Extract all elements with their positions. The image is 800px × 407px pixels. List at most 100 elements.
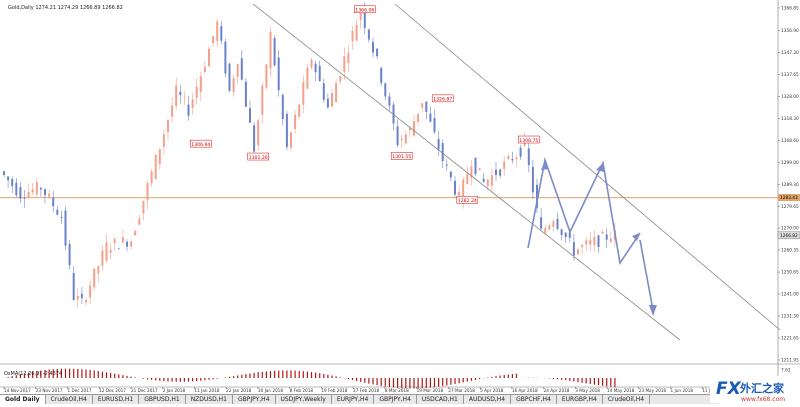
time-axis-tick: 27 Mar 2018	[448, 388, 475, 393]
price-label-text: 1366.06	[355, 8, 374, 14]
chart-tab[interactable]: GBPJPY,H4	[233, 395, 276, 404]
candle-body	[39, 187, 42, 190]
channel-upper-line[interactable]	[394, 3, 781, 331]
price-axis-tick: 1366.85	[781, 6, 799, 12]
chart-tab[interactable]: GBPCHF,H4	[511, 395, 557, 404]
candle-body	[89, 285, 92, 298]
candle-body	[93, 268, 96, 288]
candle-body	[162, 134, 165, 148]
candle-body	[113, 238, 116, 243]
candle-body	[363, 8, 366, 28]
candle-body	[507, 156, 510, 159]
candle-body	[326, 98, 329, 108]
fx68-logo: FX 外汇之家 www.fx68.com	[710, 376, 800, 403]
candle-body	[466, 174, 469, 184]
candle-body	[269, 31, 272, 69]
level-price-tag: 1283.43	[778, 194, 800, 201]
candle-body	[499, 169, 502, 176]
candle-body	[154, 154, 157, 179]
candle-body	[7, 176, 10, 181]
price-label[interactable]: 1308.75	[518, 135, 540, 144]
price-label[interactable]: 1301.26	[247, 152, 269, 161]
projection-arrow[interactable]	[639, 239, 654, 311]
chart-tab[interactable]: GBPUSD,H1	[139, 395, 186, 404]
chart-tab[interactable]: AUDUSD,H4	[464, 395, 512, 404]
price-label-text: 1306.94	[191, 142, 210, 148]
candle-body	[417, 113, 420, 122]
price-label[interactable]: 1326.87	[431, 94, 454, 103]
chart-tab[interactable]: GBPJPY,H4	[374, 395, 417, 404]
candle-body	[380, 67, 383, 83]
oscillator-label: OsMA(12,26,9) -2.4374	[4, 371, 62, 377]
candle-body	[117, 248, 120, 250]
candle-body	[52, 197, 55, 207]
time-axis-tick: 21 Dec 2017	[131, 388, 158, 393]
candle-body	[331, 93, 333, 107]
candle-body	[294, 114, 297, 129]
candle-body	[130, 241, 133, 247]
candle-body	[257, 120, 260, 146]
candle-body	[421, 103, 424, 108]
candle-body	[486, 179, 489, 186]
candle-body	[540, 217, 543, 229]
time-axis-tick: 27 Feb 2018	[353, 388, 379, 393]
candle-body	[105, 242, 108, 261]
chart-tab[interactable]: EURJPY,H4	[332, 395, 375, 404]
arrow-head-icon	[632, 233, 640, 241]
candle-body	[392, 104, 395, 124]
candle-body	[601, 231, 604, 234]
price-label[interactable]: 1306.94	[190, 139, 212, 148]
candle-body	[302, 82, 305, 105]
candle-body	[597, 235, 600, 247]
candle-body	[577, 249, 579, 255]
chart-tab[interactable]: EURUSD,H1	[93, 395, 140, 404]
chart-tab[interactable]: EURGBP,H4	[557, 395, 603, 404]
candle-body	[544, 228, 547, 234]
chart-tab[interactable]: USDJPY,Weekly	[276, 395, 332, 404]
candle-body	[388, 96, 391, 106]
candle-body	[314, 63, 317, 73]
channel-lower-line[interactable]	[252, 3, 681, 341]
time-axis-tick: 14 May 2018	[607, 388, 635, 393]
chart-tab[interactable]: CrudeOil,H4	[46, 395, 93, 404]
candle-body	[458, 192, 461, 196]
price-label[interactable]: 1366.06	[354, 5, 376, 14]
arrow-head-icon	[541, 160, 549, 170]
candle-body	[167, 120, 169, 133]
candle-body	[199, 75, 202, 93]
chart-tab[interactable]: CrudeOil,H4	[603, 395, 651, 404]
candle-body	[265, 64, 268, 88]
time-axis-tick: 11 Jan 2018	[194, 388, 219, 393]
candle-body	[179, 91, 182, 96]
candle-body	[44, 189, 46, 196]
price-axis-tick: 1241.00	[781, 292, 799, 298]
candle-body	[109, 249, 112, 253]
candle-body	[564, 232, 567, 238]
price-label[interactable]: 1282.24	[456, 196, 479, 204]
candle-body	[150, 171, 153, 184]
price-label[interactable]: 1301.55	[390, 152, 413, 160]
osc-axis-tick: 7.62	[781, 368, 791, 374]
price-axis-tick: 1279.65	[781, 204, 799, 210]
candle-body	[195, 86, 198, 98]
candle-body	[80, 293, 83, 299]
arrow-head-icon	[596, 163, 604, 172]
candle-body	[249, 108, 251, 123]
chart-tab[interactable]: Gold Daily	[0, 395, 46, 404]
time-axis-tick: 23 May 2018	[639, 388, 667, 393]
price-label-text: 1282.24	[458, 198, 477, 204]
time-axis-tick: 1 Dec 2017	[67, 388, 91, 393]
candle-body	[146, 183, 149, 201]
symbol-info: Gold,Daily 1274.21 1274.29 1266.89 1266.…	[8, 5, 123, 11]
price-axis-tick: 1318.30	[781, 116, 799, 122]
chart-tab[interactable]: USDCAD,H1	[417, 395, 464, 404]
candle-body	[228, 63, 231, 91]
candle-body	[454, 180, 456, 195]
time-axis-tick: 1 Jun 2018	[671, 388, 694, 393]
projection-path[interactable]	[527, 156, 641, 266]
candle-body	[318, 65, 321, 82]
chart-tab[interactable]: NZDUSD,H1	[186, 395, 233, 404]
candle-body	[548, 225, 551, 230]
